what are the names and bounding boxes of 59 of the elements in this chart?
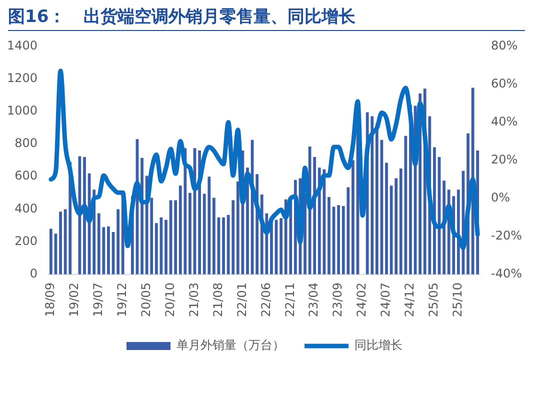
y-tick-label: 400 — [14, 201, 38, 216]
x-tick-label: 23/09 — [330, 282, 345, 318]
x-tick-label: 19/07 — [91, 282, 105, 318]
x-tick-label: 21/08 — [210, 282, 225, 318]
y-tick-label: 800 — [14, 136, 38, 150]
y-tick-label: 1400 — [6, 38, 38, 52]
bar — [212, 198, 216, 274]
bar — [352, 160, 354, 274]
chart-title: 图16： 出货端空调外销月零售量、同比增长 — [8, 4, 525, 31]
x-tick-label: 24/12 — [402, 282, 417, 318]
line-series — [48, 68, 480, 250]
bar — [59, 212, 62, 274]
y-tick-label: 600 — [14, 168, 38, 183]
bar — [83, 157, 86, 274]
y2-tick-label: 20% — [491, 152, 518, 166]
y-tick-label: 200 — [14, 234, 38, 248]
x-tick-label: 22/11 — [282, 282, 297, 318]
x-tick-label: 24/07 — [378, 282, 393, 318]
y2-tick-label: -40% — [491, 266, 522, 281]
y2-tick-label: 0% — [491, 190, 510, 204]
bar — [222, 217, 225, 274]
bar — [188, 192, 192, 274]
y-tick-label: 1200 — [6, 70, 38, 85]
x-tick-label: 18/09 — [43, 282, 58, 318]
x-tick-label: 23/04 — [306, 282, 321, 318]
bar — [394, 178, 398, 274]
bar — [236, 182, 240, 274]
x-tick-label: 20/10 — [162, 282, 177, 318]
y2-tick-label: 60% — [491, 76, 518, 90]
x-tick-label: 21/03 — [186, 282, 201, 318]
bar — [116, 209, 120, 274]
bar — [164, 220, 168, 274]
bar — [154, 223, 158, 274]
bar — [313, 157, 316, 274]
bar — [50, 228, 52, 274]
bar — [375, 124, 378, 274]
x-tick-label: 19/12 — [114, 282, 129, 318]
x-tick-label: 24/02 — [354, 282, 369, 318]
bar — [280, 218, 282, 274]
bar — [399, 168, 402, 274]
bar — [385, 162, 388, 274]
y2-tick-label: -20% — [491, 228, 522, 243]
bar — [174, 200, 178, 274]
x-tick-label: 22/01 — [234, 282, 249, 318]
y-tick-label: 0 — [30, 266, 38, 281]
bar — [140, 158, 144, 274]
y2-tick-label: 40% — [491, 114, 518, 128]
y2-tick-label: 80% — [491, 38, 518, 52]
x-tick-label: 25/10 — [450, 282, 465, 318]
legend-label: 单月外销量（万台） — [176, 338, 284, 352]
bar — [337, 205, 340, 274]
bar — [328, 196, 330, 274]
x-tick-label: 22/06 — [258, 282, 273, 318]
x-tick-label: 19/02 — [67, 282, 82, 318]
x-tick-label: 25/05 — [426, 282, 441, 318]
legend-label: 同比增长 — [354, 338, 402, 352]
x-tick-label: 20/05 — [138, 282, 153, 318]
bar — [107, 226, 110, 274]
y-tick-label: 1000 — [6, 104, 38, 118]
